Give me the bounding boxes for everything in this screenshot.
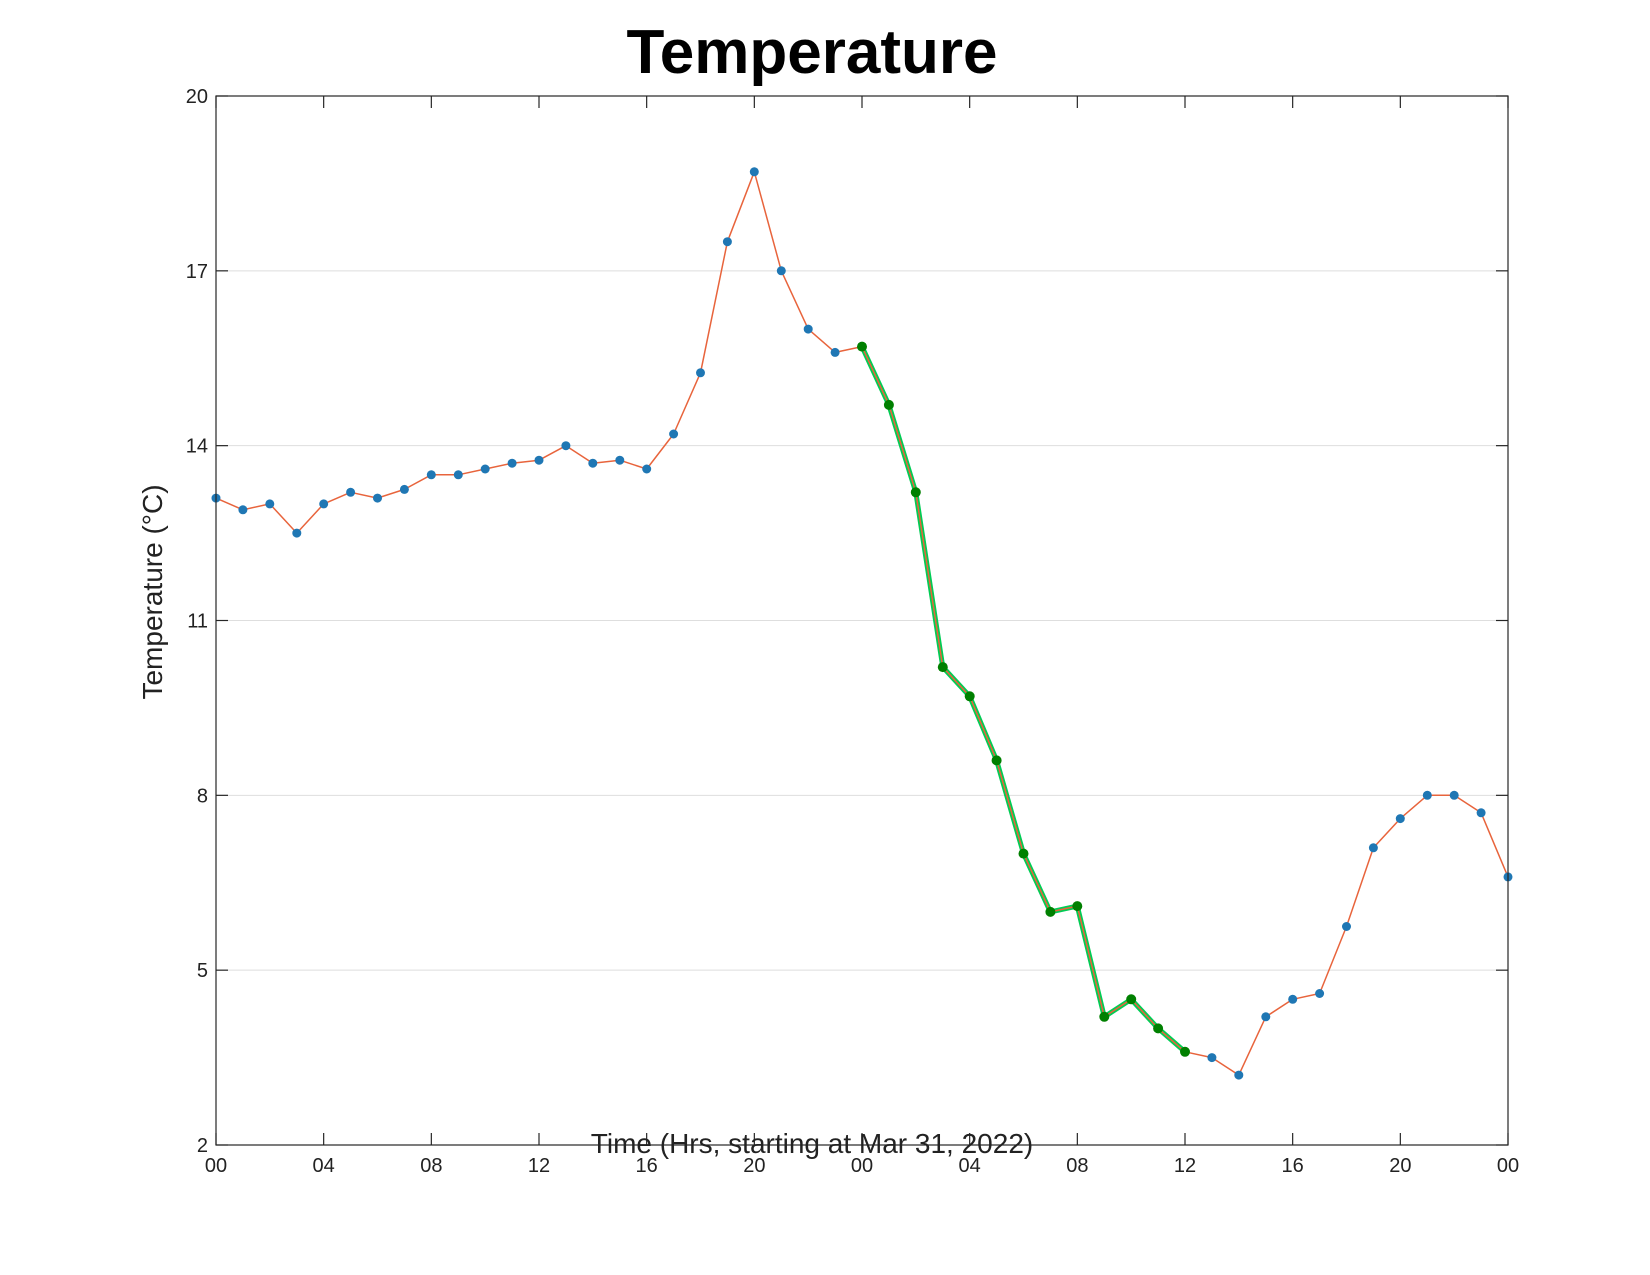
data-point bbox=[803, 324, 813, 334]
series-line-path bbox=[215, 171, 1509, 1076]
highlight-point bbox=[1126, 994, 1137, 1005]
data-point bbox=[669, 429, 679, 439]
data-point bbox=[453, 470, 463, 480]
highlight-point bbox=[1153, 1023, 1164, 1034]
x-tick-label: 20 bbox=[743, 1155, 765, 1177]
data-point bbox=[319, 499, 329, 509]
data-point bbox=[1315, 989, 1325, 998]
data-point bbox=[1261, 1012, 1271, 1022]
data-point bbox=[346, 487, 356, 497]
y-tick-label: 2 bbox=[197, 1135, 208, 1157]
data-point bbox=[238, 505, 248, 515]
data-point bbox=[749, 167, 759, 177]
data-point bbox=[1395, 814, 1405, 824]
x-tick-label: 16 bbox=[636, 1155, 658, 1177]
x-tick-label: 00 bbox=[851, 1155, 873, 1177]
data-point bbox=[1342, 922, 1351, 931]
data-point bbox=[776, 266, 786, 276]
highlight-point bbox=[1099, 1011, 1110, 1022]
data-point bbox=[1449, 790, 1459, 800]
highlight-point bbox=[1045, 906, 1056, 917]
x-tick-label: 00 bbox=[205, 1155, 227, 1177]
data-point bbox=[399, 484, 409, 494]
x-axis-label: Time (Hrs, starting at Mar 31, 2022) bbox=[591, 1128, 1033, 1159]
x-tick-label: 16 bbox=[1282, 1155, 1304, 1177]
data-point bbox=[561, 441, 571, 451]
data-point bbox=[1476, 808, 1486, 818]
highlight-point bbox=[1072, 901, 1083, 912]
highlight-point bbox=[1180, 1046, 1190, 1057]
highlight-line bbox=[859, 344, 1188, 1055]
y-tick-label: 17 bbox=[186, 261, 208, 283]
highlight-point bbox=[964, 691, 975, 702]
data-point bbox=[615, 455, 625, 465]
highlight-point bbox=[857, 341, 867, 352]
data-point bbox=[1422, 790, 1432, 800]
y-tick-label: 14 bbox=[186, 436, 208, 458]
data-point bbox=[480, 464, 490, 474]
highlight-segment bbox=[859, 344, 1188, 1055]
data-point bbox=[1288, 994, 1298, 1004]
x-tick-label: 00 bbox=[1497, 1155, 1519, 1177]
x-tick-label: 12 bbox=[1174, 1155, 1196, 1177]
data-point bbox=[426, 470, 436, 480]
x-tick-label: 08 bbox=[420, 1155, 442, 1177]
highlight-point bbox=[910, 487, 921, 498]
x-tick-label: 04 bbox=[959, 1155, 981, 1177]
data-point bbox=[292, 528, 302, 538]
series-line bbox=[215, 171, 1509, 1076]
x-tick-label: 08 bbox=[1066, 1155, 1088, 1177]
y-tick-label: 20 bbox=[186, 86, 208, 108]
data-point bbox=[696, 368, 705, 378]
y-tick-label: 8 bbox=[197, 785, 208, 807]
highlight-point bbox=[937, 662, 948, 673]
chart-title: Temperature bbox=[627, 18, 998, 87]
data-point bbox=[1234, 1070, 1244, 1080]
data-point bbox=[588, 458, 598, 468]
highlight-point bbox=[1018, 848, 1029, 859]
grid-lines bbox=[216, 270, 1508, 971]
x-tick-label: 20 bbox=[1389, 1155, 1411, 1177]
data-point bbox=[1368, 843, 1378, 853]
data-point bbox=[534, 455, 544, 465]
data-point bbox=[830, 347, 840, 357]
axis-ticks: 2 5 8 11 14 17 20 00 04 08 12 16 20 00 04 08 12 16 20 00 bbox=[186, 86, 1519, 1177]
data-point bbox=[1207, 1053, 1217, 1063]
data-point bbox=[507, 458, 517, 468]
y-axis-label: Temperature (°C) bbox=[137, 484, 168, 699]
data-point bbox=[265, 499, 275, 509]
highlight-point bbox=[991, 755, 1002, 766]
data-point bbox=[722, 237, 732, 247]
y-tick-label: 11 bbox=[187, 611, 208, 633]
data-point bbox=[373, 493, 382, 503]
series-markers bbox=[211, 167, 1513, 1080]
x-tick-label: 12 bbox=[528, 1155, 550, 1177]
highlight-point bbox=[883, 399, 894, 410]
x-tick-label: 04 bbox=[313, 1155, 335, 1177]
data-point bbox=[642, 464, 652, 474]
y-tick-label: 5 bbox=[197, 960, 208, 982]
